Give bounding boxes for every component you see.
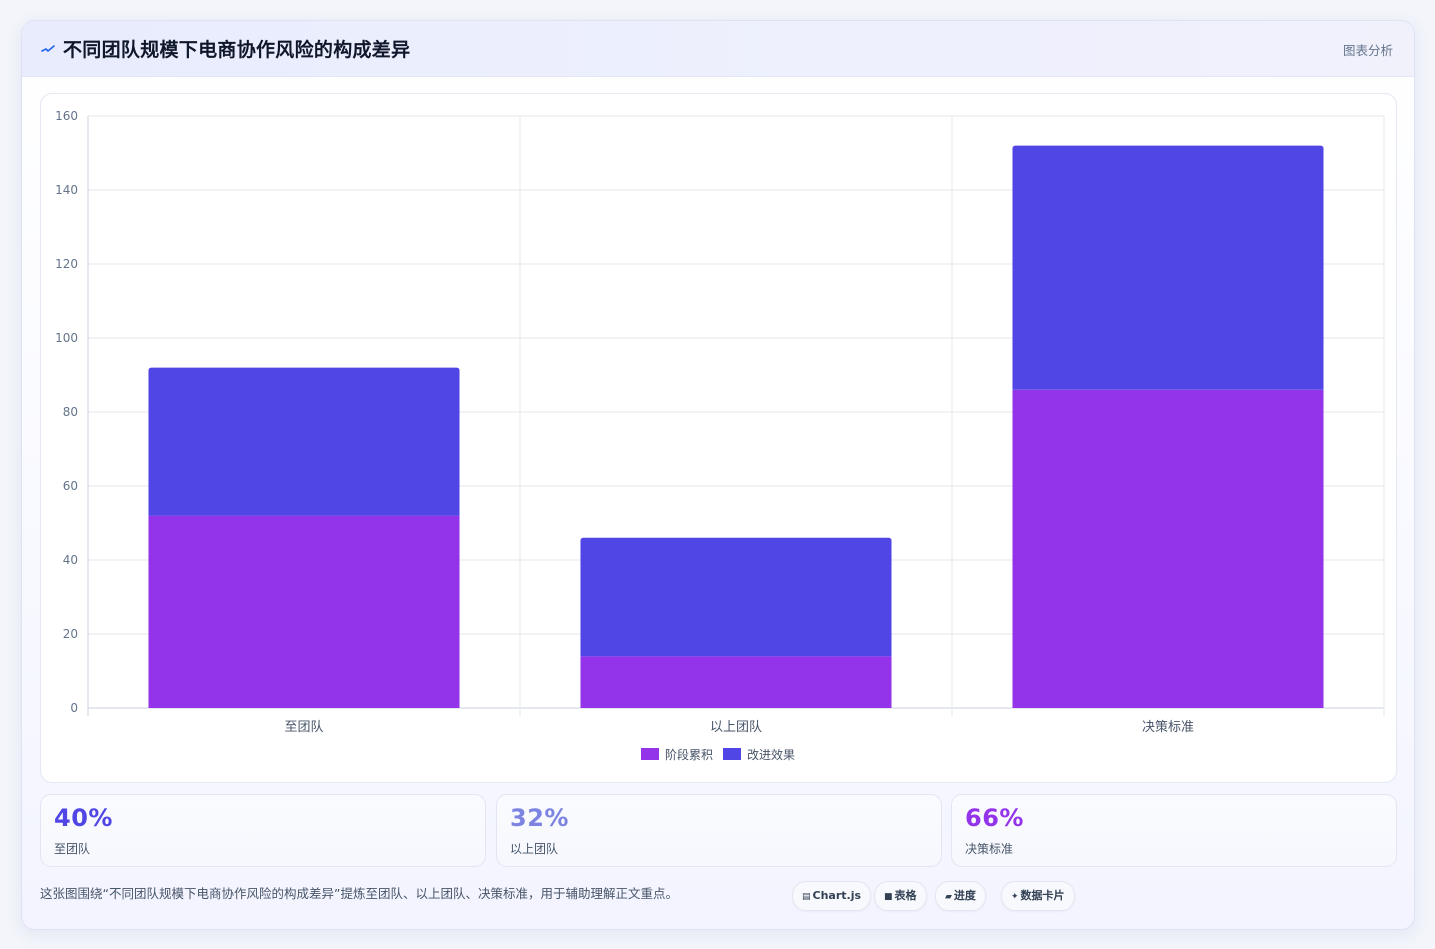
y-tick-label: 120	[55, 257, 78, 271]
y-tick-label: 140	[55, 183, 78, 197]
y-tick-label: 20	[63, 627, 78, 641]
stat-card-1: 40% 至团队	[40, 794, 486, 867]
chip-label: 数据卡片	[1020, 889, 1065, 902]
stat-value-1: 40%	[54, 804, 113, 832]
chip-data-card[interactable]: ✦ 数据卡片	[1001, 881, 1075, 911]
wave-line-icon	[41, 45, 55, 52]
table-icon: ■	[884, 892, 893, 902]
stat-card-2: 32% 以上团队	[496, 794, 942, 867]
stat-value-2: 32%	[510, 804, 569, 832]
bar-segment	[1012, 389, 1324, 708]
sparkle-icon: ✦	[1011, 892, 1019, 902]
stat-label-1: 至团队	[54, 842, 91, 856]
chart-footnote: 这张图围绕“不同团队规模下电商协作风险的构成差异”提炼至团队、以上团队、决策标准…	[40, 886, 678, 901]
y-tick-label: 160	[55, 109, 78, 123]
chip-chartjs[interactable]: ▤ Chart.js	[792, 881, 872, 911]
stat-label-3: 决策标准	[965, 842, 1014, 856]
y-tick-label: 40	[63, 553, 78, 567]
legend-label: 改进效果	[747, 747, 795, 762]
chip-label: Chart.js	[812, 889, 862, 902]
chip-label: 进度	[953, 889, 976, 902]
legend-label: 阶段累积	[665, 747, 713, 762]
stat-card-3: 66% 决策标准	[951, 794, 1397, 867]
x-tick-label: 决策标准	[1142, 719, 1194, 735]
stat-value-3: 66%	[965, 804, 1024, 832]
chip-progress[interactable]: ▰ 进度	[935, 881, 986, 911]
y-tick-label: 100	[55, 331, 78, 345]
legend-swatch	[641, 748, 659, 760]
card-header: 不同团队规模下电商协作风险的构成差异 图表分析	[22, 21, 1414, 77]
x-tick-label: 至团队	[284, 720, 323, 735]
bar-segment	[148, 515, 460, 708]
bar-segment	[1012, 145, 1324, 390]
chart-card: 不同团队规模下电商协作风险的构成差异 图表分析 0 20 40 60 80 100 120 1…	[21, 20, 1415, 930]
legend-swatch	[723, 748, 741, 760]
chart-panel: 0 20 40 60 80 100 120 140 160 至团队 以上团队 决策标准阶段累积 改进效果	[40, 93, 1397, 783]
chip-label: 表格	[894, 889, 917, 902]
stat-label-2: 以上团队	[510, 842, 559, 856]
y-tick-label: 80	[63, 405, 78, 419]
chart-icon: ▤	[802, 892, 811, 902]
chart-title: 不同团队规模下电商协作风险的构成差异	[63, 39, 411, 61]
bar-segment	[580, 537, 892, 657]
progress-icon: ▰	[945, 892, 952, 902]
y-tick-label: 0	[70, 701, 78, 715]
x-tick-label: 以上团队	[710, 720, 762, 735]
chip-table[interactable]: ■ 表格	[874, 881, 927, 911]
y-tick-label: 60	[63, 479, 78, 493]
chart-analysis-tag: 图表分析	[1342, 43, 1393, 58]
bar-segment	[148, 367, 460, 516]
bar-segment	[580, 656, 892, 708]
